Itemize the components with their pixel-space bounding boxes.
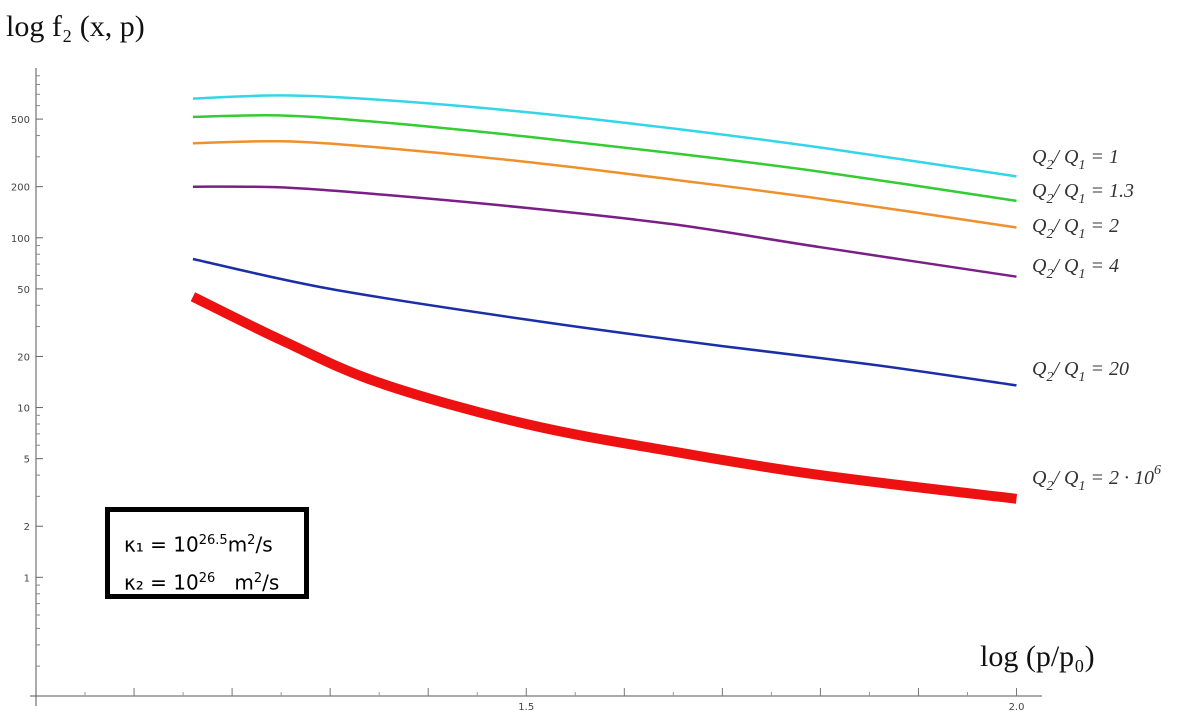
series-label-part: 1 (1078, 267, 1085, 282)
series-label-part: Q (1032, 358, 1047, 380)
series-label-part: 1 (1078, 227, 1085, 242)
series-label-part: = 1 (1085, 146, 1119, 168)
series-label-part: 1 (1078, 192, 1085, 207)
series-label-part: 2 (1046, 479, 1053, 494)
kappa1-symbol: κ₁ = 10 (124, 532, 199, 557)
y-ticks: 1 2 5 10 20 50 100 200 500 (11, 75, 43, 667)
series-label-4: Q2/ Q1 = 20 (1032, 358, 1129, 385)
series-label-part: Q (1064, 358, 1079, 380)
series-label-part: / (1052, 255, 1064, 277)
series-label-part: Q (1064, 215, 1079, 237)
kappa2-unit-exponent: 2 (253, 570, 263, 586)
y-tick-label: 2 (24, 522, 30, 533)
series-label-part: 2 (1046, 267, 1053, 282)
series-line-1 (192, 114, 1017, 203)
y-tick-label: 20 (17, 352, 30, 363)
series-label-part: / (1052, 358, 1064, 380)
series-label-part: 1 (1078, 370, 1085, 385)
series-label-2: Q2/ Q1 = 2 (1032, 215, 1119, 242)
kappa1-exponent: 26.5 (198, 533, 228, 548)
series-label-part: / (1052, 467, 1064, 489)
x-tick-label: 2.0 (1009, 702, 1025, 713)
series-label-5: Q2/ Q1 = 2 · 106 (1032, 463, 1161, 494)
series-label-part: Q (1032, 255, 1047, 277)
kappa2-line: κ₂ = 1026 m2/s (124, 562, 304, 600)
y-tick-label: 100 (11, 234, 30, 245)
series-label-3: Q2/ Q1 = 4 (1032, 255, 1119, 282)
series-labels: Q2/ Q1 = 1Q2/ Q1 = 1.3Q2/ Q1 = 2Q2/ Q1 =… (1032, 146, 1161, 494)
series-label-part: 2 (1046, 370, 1053, 385)
series-label-part: Q (1032, 146, 1047, 168)
series-label-part: / (1052, 215, 1064, 237)
series-line-2 (192, 139, 1017, 229)
x-ticks: 1.5 2.0 (84, 688, 1025, 713)
series-label-part: = 4 (1085, 255, 1119, 277)
series-label-part: = 1.3 (1085, 180, 1134, 202)
series-label-part: = 20 (1085, 358, 1129, 380)
series-label-part: Q (1032, 467, 1047, 489)
kappa1-unit-tail: /s (255, 532, 273, 557)
kappa2-exponent: 26 (198, 570, 216, 586)
series-label-part: 2 (1046, 192, 1053, 207)
series-label-part: = 2 · 10 (1085, 467, 1154, 489)
series-label-0: Q2/ Q1 = 1 (1032, 146, 1119, 173)
series-line-4 (192, 257, 1017, 387)
axes (30, 68, 1042, 706)
kappa1-unit: m (227, 532, 248, 557)
x-axis-title: log (p/p₀) (980, 640, 1095, 673)
series-label-part: Q (1064, 180, 1079, 202)
series-line-5 (190, 292, 1018, 504)
y-axis-title: log f₂ (x, p) (6, 10, 145, 43)
kappa2-unit: m (234, 570, 254, 595)
kappa2-symbol: κ₂ = 10 (124, 570, 199, 595)
y-tick-label: 10 (17, 404, 30, 415)
y-tick-label: 50 (17, 285, 30, 296)
series-label-part: Q (1032, 215, 1047, 237)
series-label-part: 2 (1046, 158, 1053, 173)
series-line-3 (192, 185, 1017, 278)
y-tick-label: 5 (24, 455, 30, 466)
series-label-part: Q (1064, 467, 1079, 489)
series-label-part: / (1052, 180, 1064, 202)
parameter-annotation-box: κ₁ = 1026.5m2/s κ₂ = 1026 m2/s (105, 507, 309, 599)
y-tick-label: 200 (11, 183, 30, 194)
kappa1-line: κ₁ = 1026.5m2/s (124, 524, 304, 562)
kappa1-unit-exponent: 2 (247, 533, 256, 548)
series-label-part: / (1052, 146, 1064, 168)
kappa2-unit-tail: /s (262, 570, 280, 595)
series-label-part: = 2 (1085, 215, 1119, 237)
series-label-part: 2 (1046, 227, 1053, 242)
series-label-part: Q (1064, 255, 1079, 277)
series-label-part: 1 (1078, 158, 1085, 173)
series-label-part: Q (1064, 146, 1079, 168)
series-label-1: Q2/ Q1 = 1.3 (1032, 180, 1134, 207)
series-line-0 (192, 94, 1017, 178)
series-label-part: Q (1032, 180, 1047, 202)
y-tick-label: 1 (24, 573, 30, 584)
series-label-part: 1 (1078, 479, 1085, 494)
y-tick-label: 500 (11, 115, 30, 126)
series-label-exponent: 6 (1154, 463, 1161, 478)
series-lines (190, 94, 1018, 504)
x-tick-label: 1.5 (518, 702, 534, 713)
